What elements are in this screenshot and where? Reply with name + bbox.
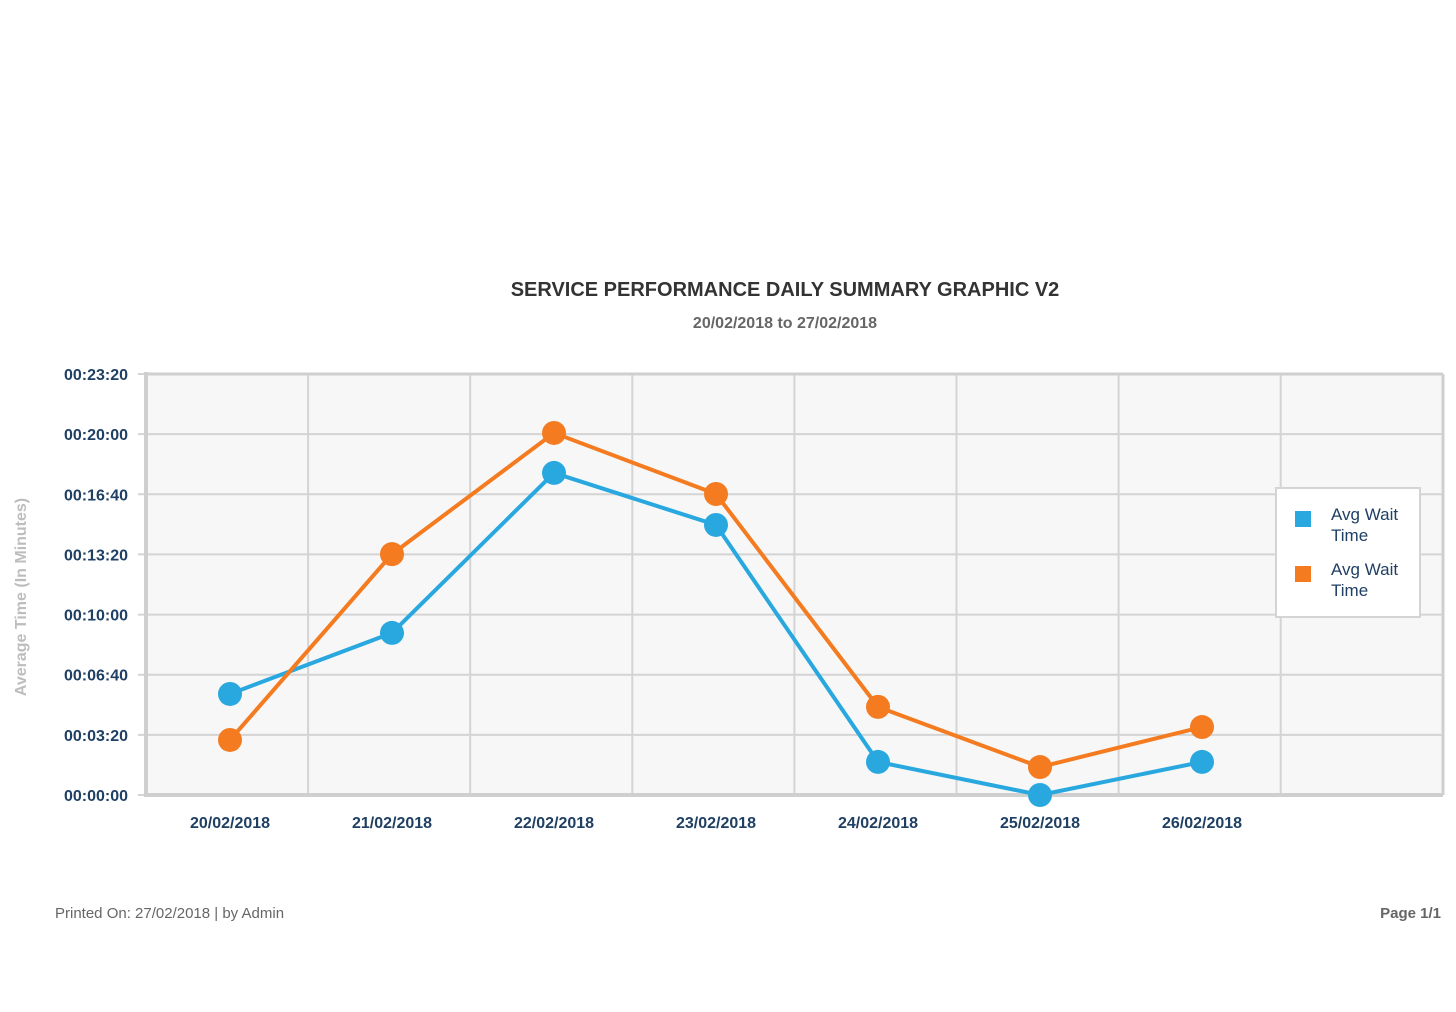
x-tick-label: 23/02/2018 xyxy=(676,815,756,832)
data-point xyxy=(380,542,404,567)
data-point xyxy=(542,420,566,445)
y-tick-label: 00:00:00 xyxy=(64,788,128,805)
data-point xyxy=(218,727,242,752)
x-tick-label: 22/02/2018 xyxy=(514,815,594,832)
printed-on: Printed On: 27/02/2018 | by Admin xyxy=(55,905,285,922)
series-1 xyxy=(218,420,1214,780)
legend-swatch xyxy=(1295,511,1311,527)
data-point xyxy=(704,512,728,537)
y-tick-label: 00:10:00 xyxy=(64,608,128,625)
legend: Avg Wait Time Avg Wait Time xyxy=(1275,487,1421,618)
data-point xyxy=(542,460,566,485)
x-tick-label: 20/02/2018 xyxy=(190,815,270,832)
data-point xyxy=(866,749,890,774)
chart-subtitle: 20/02/2018 to 27/02/2018 xyxy=(692,315,878,332)
series-0 xyxy=(218,460,1214,807)
y-axis-label: Average Time (In Minutes) xyxy=(13,498,30,696)
y-tick-label: 00:20:00 xyxy=(64,427,128,444)
data-point xyxy=(380,620,404,645)
data-point xyxy=(1028,783,1052,807)
x-tick-label: 21/02/2018 xyxy=(352,815,432,832)
data-point xyxy=(704,481,728,506)
y-tick-label: 00:13:20 xyxy=(64,547,128,564)
y-tick-label: 00:16:40 xyxy=(64,487,128,504)
data-point xyxy=(1190,749,1214,774)
x-tick-label: 26/02/2018 xyxy=(1162,815,1242,832)
legend-label: Avg Wait Time xyxy=(1331,560,1399,600)
y-tick-label: 00:03:20 xyxy=(64,728,128,745)
legend-swatch xyxy=(1295,566,1311,582)
page-number: Page 1/1 xyxy=(1380,905,1441,922)
y-tick-label: 00:23:20 xyxy=(64,367,128,384)
x-tick-label: 24/02/2018 xyxy=(838,815,918,832)
chart-title: SERVICE PERFORMANCE DAILY SUMMARY GRAPHI… xyxy=(510,279,1060,301)
y-tick-label: 00:06:40 xyxy=(64,668,128,685)
data-point xyxy=(1028,755,1052,780)
data-point xyxy=(218,681,242,706)
data-point xyxy=(866,694,890,719)
x-tick-label: 25/02/2018 xyxy=(1000,815,1080,832)
legend-label: Avg Wait Time xyxy=(1331,505,1399,545)
data-point xyxy=(1190,715,1214,740)
